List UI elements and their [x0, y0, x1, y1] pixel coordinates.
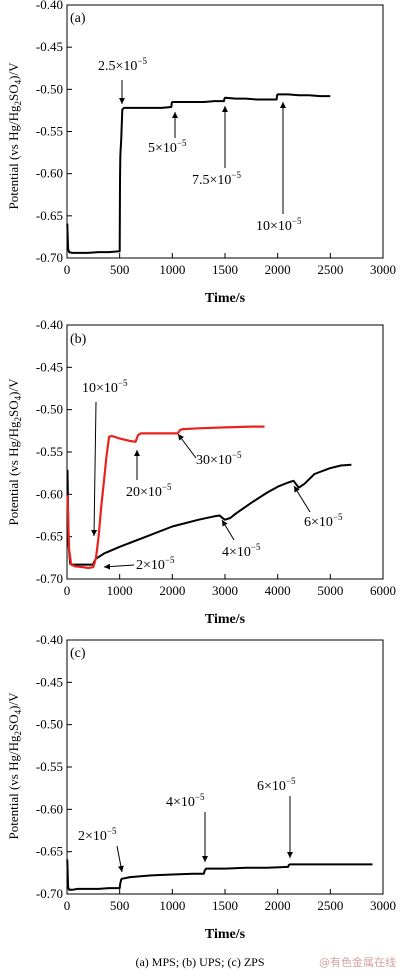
panel-a-ytick-label: -0.55 — [36, 124, 63, 139]
panel-b-frame — [66, 324, 384, 580]
panel-c-ytick-label: -0.65 — [36, 844, 63, 859]
annotation-10e-5: 10×10−5 — [256, 216, 302, 234]
panel-b-ytick-label: -0.50 — [36, 402, 63, 417]
panel-c-ytick-label: -0.45 — [36, 674, 63, 689]
panel-a-ytick-label: -0.65 — [36, 208, 63, 223]
annotation-6e-5-b: 6×10−5 — [304, 512, 343, 530]
arrow-2e-5-b — [103, 563, 135, 570]
panel-a-ytick-label: -0.70 — [36, 250, 63, 265]
panel-c-ytick-label: -0.70 — [36, 886, 63, 901]
annotation-2.5e-5: 2.5×10−5 — [98, 56, 147, 74]
panel-c-xtick-label: 1500 — [212, 898, 238, 913]
panel-c-xtick-label: 2500 — [317, 898, 343, 913]
arrow-30e-5 — [177, 433, 197, 459]
panel-c: (c) Time/s Potential (vs Hg/Hg2SO4)/V 2×… — [6, 632, 396, 942]
annotation-5e-5: 5×10−5 — [148, 138, 187, 156]
panel-c-ytick-label: -0.55 — [36, 759, 63, 774]
annotation-2e-5-b: 2×10−5 — [136, 555, 175, 573]
panel-a-ytick-label: -0.40 — [36, 0, 63, 12]
panel-a-xtick-label: 2500 — [317, 262, 343, 277]
panel-a-xlabel: Time/s — [205, 291, 246, 306]
panel-b-ytick-label: -0.55 — [36, 444, 63, 459]
panel-c-xtick-label: 500 — [110, 898, 130, 913]
annotation-4e-5-c: 4×10−5 — [166, 792, 205, 810]
panel-b-xtick-label: 6000 — [370, 583, 396, 598]
panel-b-xtick-label: 1000 — [107, 583, 133, 598]
panel-a-xtick-label: 1500 — [212, 262, 238, 277]
panel-c-label: (c) — [70, 646, 86, 661]
panel-b: (b) Time/s Potential (vs Hg/Hg2SO4)/V 10… — [6, 317, 396, 627]
panel-a: (a) Time/s Potential (vs Hg/Hg2SO4)/V 2.… — [6, 0, 396, 306]
arrow-2e-5-c — [116, 845, 124, 873]
annotation-4e-5-b: 4×10−5 — [222, 542, 261, 560]
panel-b-ylabel: Potential (vs Hg/Hg2SO4)/V — [6, 378, 23, 526]
panel-c-xtick-label: 1000 — [159, 898, 185, 913]
panel-a-xtick-label: 3000 — [370, 262, 396, 277]
panel-b-xtick-label: 3000 — [212, 583, 238, 598]
panel-a-ytick-label: -0.60 — [36, 166, 63, 181]
panel-a-xtick-label: 0 — [64, 262, 71, 277]
annotation-10e-5-b: 10×10−5 — [82, 378, 128, 396]
panel-c-xlabel: Time/s — [205, 927, 246, 942]
annotation-20e-5: 20×10−5 — [126, 482, 172, 500]
panel-c-series-1-line — [66, 859, 373, 891]
arrow-4e-5-b — [221, 519, 235, 541]
panel-b-label: (b) — [70, 332, 87, 347]
annotation-2e-5-c: 2×10−5 — [78, 826, 117, 844]
panel-a-xtick-label: 500 — [110, 262, 130, 277]
panel-a-label: (a) — [70, 11, 86, 26]
arrow-10e-5-b — [91, 401, 98, 537]
panel-a-ytick-label: -0.50 — [36, 81, 63, 96]
panel-a-ytick-label: -0.45 — [36, 39, 63, 54]
panel-b-xtick-label: 0 — [64, 583, 71, 598]
panel-b-xtick-label: 2000 — [159, 583, 185, 598]
panel-c-xtick-label: 3000 — [370, 898, 396, 913]
panel-b-series-1-line — [66, 463, 352, 566]
panel-c-xtick-label: 2000 — [265, 898, 291, 913]
panel-c-frame — [66, 639, 384, 895]
panel-a-xtick-label: 2000 — [265, 262, 291, 277]
figure-caption: (a) MPS; (b) UPS; (c) ZPS — [135, 955, 264, 969]
annotation-6e-5-c: 6×10−5 — [257, 776, 296, 794]
panel-b-ytick-label: -0.70 — [36, 571, 63, 586]
panel-b-ytick-label: -0.40 — [36, 317, 63, 332]
panel-c-ylabel: Potential (vs Hg/Hg2SO4)/V — [6, 692, 23, 840]
panel-c-ytick-label: -0.60 — [36, 801, 63, 816]
panel-a-xtick-label: 1000 — [159, 262, 185, 277]
panel-c-ytick-label: -0.50 — [36, 717, 63, 732]
panel-a-ylabel: Potential (vs Hg/Hg2SO4)/V — [6, 62, 23, 210]
watermark: @有色金属在线 — [319, 955, 396, 969]
panel-b-xtick-label: 5000 — [317, 583, 343, 598]
panel-c-xtick-label: 0 — [64, 898, 71, 913]
annotation-7.5e-5: 7.5×10−5 — [192, 170, 241, 188]
annotation-30e-5: 30×10−5 — [196, 450, 242, 468]
panel-b-ytick-label: -0.45 — [36, 359, 63, 374]
panel-b-xlabel: Time/s — [205, 612, 246, 627]
panel-c-ytick-label: -0.40 — [36, 632, 63, 647]
panel-a-series-1-line — [66, 93, 331, 254]
panel-b-xtick-label: 4000 — [265, 583, 291, 598]
panel-b-series-2-line — [66, 425, 265, 570]
arrow-6e-5-b — [293, 485, 311, 513]
panel-b-ytick-label: -0.60 — [36, 486, 63, 501]
panel-b-ytick-label: -0.65 — [36, 529, 63, 544]
